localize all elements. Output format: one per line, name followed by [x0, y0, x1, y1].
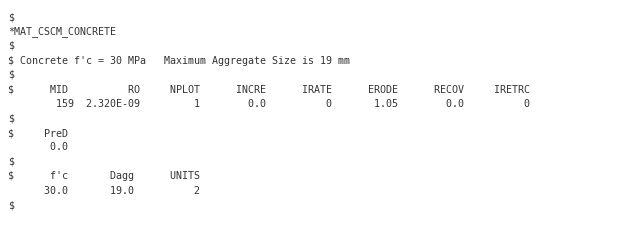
- Text: $: $: [8, 70, 14, 80]
- Text: *MAT_CSCM_CONCRETE: *MAT_CSCM_CONCRETE: [8, 26, 116, 37]
- Text: $      f'c       Dagg      UNITS: $ f'c Dagg UNITS: [8, 171, 200, 181]
- Text: 30.0       19.0          2: 30.0 19.0 2: [8, 185, 200, 195]
- Text: $     PreD: $ PreD: [8, 127, 68, 137]
- Text: $: $: [8, 113, 14, 123]
- Text: 0.0: 0.0: [8, 142, 68, 152]
- Text: $      MID          RO     NPLOT      INCRE      IRATE      ERODE      RECOV    : $ MID RO NPLOT INCRE IRATE ERODE RECOV: [8, 84, 530, 94]
- Text: $: $: [8, 41, 14, 51]
- Text: $: $: [8, 200, 14, 209]
- Text: $ Concrete f'c = 30 MPa   Maximum Aggregate Size is 19 mm: $ Concrete f'c = 30 MPa Maximum Aggregat…: [8, 55, 350, 65]
- Text: $: $: [8, 156, 14, 166]
- Text: $: $: [8, 12, 14, 22]
- Text: 159  2.320E-09         1        0.0          0       1.05        0.0          0: 159 2.320E-09 1 0.0 0 1.05 0.0 0: [8, 99, 530, 108]
